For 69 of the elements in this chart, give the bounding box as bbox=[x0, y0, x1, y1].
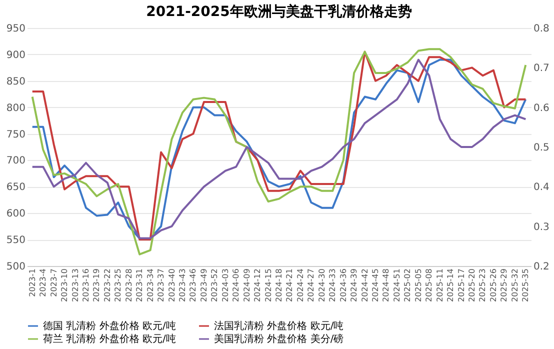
x-tick-label: 2025-29 bbox=[500, 268, 509, 302]
y-tick-label: 950 bbox=[6, 24, 26, 34]
x-tick-label: 2024-24 bbox=[296, 268, 305, 302]
y-tick-label: 900 bbox=[6, 50, 26, 61]
x-tick-label: 2023-43 bbox=[178, 268, 187, 302]
x-tick-label: 2024-30 bbox=[317, 268, 326, 302]
x-tick-label: 2024-42 bbox=[360, 268, 370, 302]
y-tick-label: 800 bbox=[6, 102, 26, 114]
x-tick-label: 2023-22 bbox=[102, 268, 112, 302]
y2-tick-label: 0.6 bbox=[534, 102, 550, 114]
legend-label: 美国乳清粉 外盘价格 美分/磅 bbox=[214, 333, 344, 345]
x-tick-label: 2024-12 bbox=[253, 268, 262, 302]
x-tick-label: 2023-16 bbox=[81, 268, 90, 302]
x-tick-label: 2024-15 bbox=[264, 268, 273, 302]
x-tick-label: 2023-28 bbox=[124, 268, 134, 302]
y-tick-label: 750 bbox=[6, 129, 26, 140]
x-tick-label: 2024-39 bbox=[350, 268, 359, 302]
legend-label: 德国 乳清粉 外盘价格 欧元/吨 bbox=[43, 320, 176, 332]
x-tick-label: 2025-26 bbox=[488, 268, 498, 302]
x-tick-label: 2024-09 bbox=[242, 268, 252, 302]
x-tick-label: 2024-06 bbox=[232, 268, 241, 302]
y2-tick-label: 0.5 bbox=[534, 142, 550, 154]
x-tick-label: 2025-20 bbox=[468, 268, 477, 302]
x-tick-label: 2024-21 bbox=[285, 268, 294, 302]
x-tick-label: 2024-03 bbox=[220, 268, 230, 302]
y2-tick-label: 0.4 bbox=[534, 182, 550, 194]
x-tick-label: 2023-25 bbox=[114, 268, 123, 302]
legend-label: 法国乳清粉 外盘价格 欧元/吨 bbox=[214, 320, 344, 332]
x-tick-label: 2023-1 bbox=[28, 268, 37, 297]
y2-tick-label: 0.2 bbox=[534, 262, 550, 272]
y-tick-label: 500 bbox=[6, 262, 26, 272]
x-tick-label: 2023-31 bbox=[135, 268, 144, 302]
x-tick-label: 2023-10 bbox=[60, 268, 70, 302]
x-tick-label: 2023-52 bbox=[210, 268, 220, 302]
x-tick-label: 2023-37 bbox=[156, 268, 166, 302]
x-tick-label: 2023-4 bbox=[38, 268, 48, 297]
x-tick-label: 2025-05 bbox=[414, 268, 423, 302]
chart-title: 2021-2025年欧洲与美盘干乳清价格走势 bbox=[146, 3, 412, 20]
x-tick-label: 2024-36 bbox=[338, 268, 348, 302]
x-tick-label: 2023-40 bbox=[167, 268, 176, 302]
x-tick-label: 2024-51 bbox=[392, 268, 402, 302]
x-tick-label: 2023-49 bbox=[199, 268, 208, 302]
legend-label: 荷兰 乳清粉 外盘价格 欧元/吨 bbox=[43, 333, 176, 345]
x-tick-label: 2025-11 bbox=[435, 268, 444, 302]
x-tick-label: 2025-35 bbox=[521, 268, 530, 302]
x-tick-label: 2024-27 bbox=[306, 268, 316, 302]
x-tick-label: 2025-08 bbox=[424, 268, 434, 302]
x-tick-label: 2024-48 bbox=[382, 268, 391, 302]
x-tick-label: 2024-18 bbox=[274, 268, 284, 302]
y-tick-label: 550 bbox=[6, 235, 26, 246]
x-tick-label: 2023-19 bbox=[92, 268, 102, 302]
x-tick-label: 2025-23 bbox=[478, 268, 488, 302]
y-tick-label: 600 bbox=[6, 208, 26, 220]
x-tick-label: 2023-46 bbox=[188, 268, 198, 302]
y-tick-label: 700 bbox=[6, 156, 26, 167]
x-tick-label: 2024-33 bbox=[328, 268, 338, 302]
x-tick-label: 2025-32 bbox=[510, 268, 520, 302]
x-tick-label: 2025-02 bbox=[403, 268, 412, 302]
x-tick-label: 2023-13 bbox=[70, 268, 80, 302]
y-tick-label: 850 bbox=[6, 76, 26, 88]
y2-tick-label: 0.7 bbox=[534, 63, 550, 74]
x-tick-label: 2023-34 bbox=[146, 268, 155, 302]
y2-tick-label: 0.3 bbox=[534, 222, 550, 233]
x-tick-label: 2025-14 bbox=[446, 268, 456, 302]
x-tick-label: 2024-45 bbox=[371, 268, 380, 302]
y2-tick-label: 0.8 bbox=[534, 24, 550, 34]
y-tick-label: 650 bbox=[6, 182, 26, 194]
x-tick-label: 2025-17 bbox=[456, 268, 466, 302]
x-tick-label: 2023-7 bbox=[49, 268, 58, 297]
